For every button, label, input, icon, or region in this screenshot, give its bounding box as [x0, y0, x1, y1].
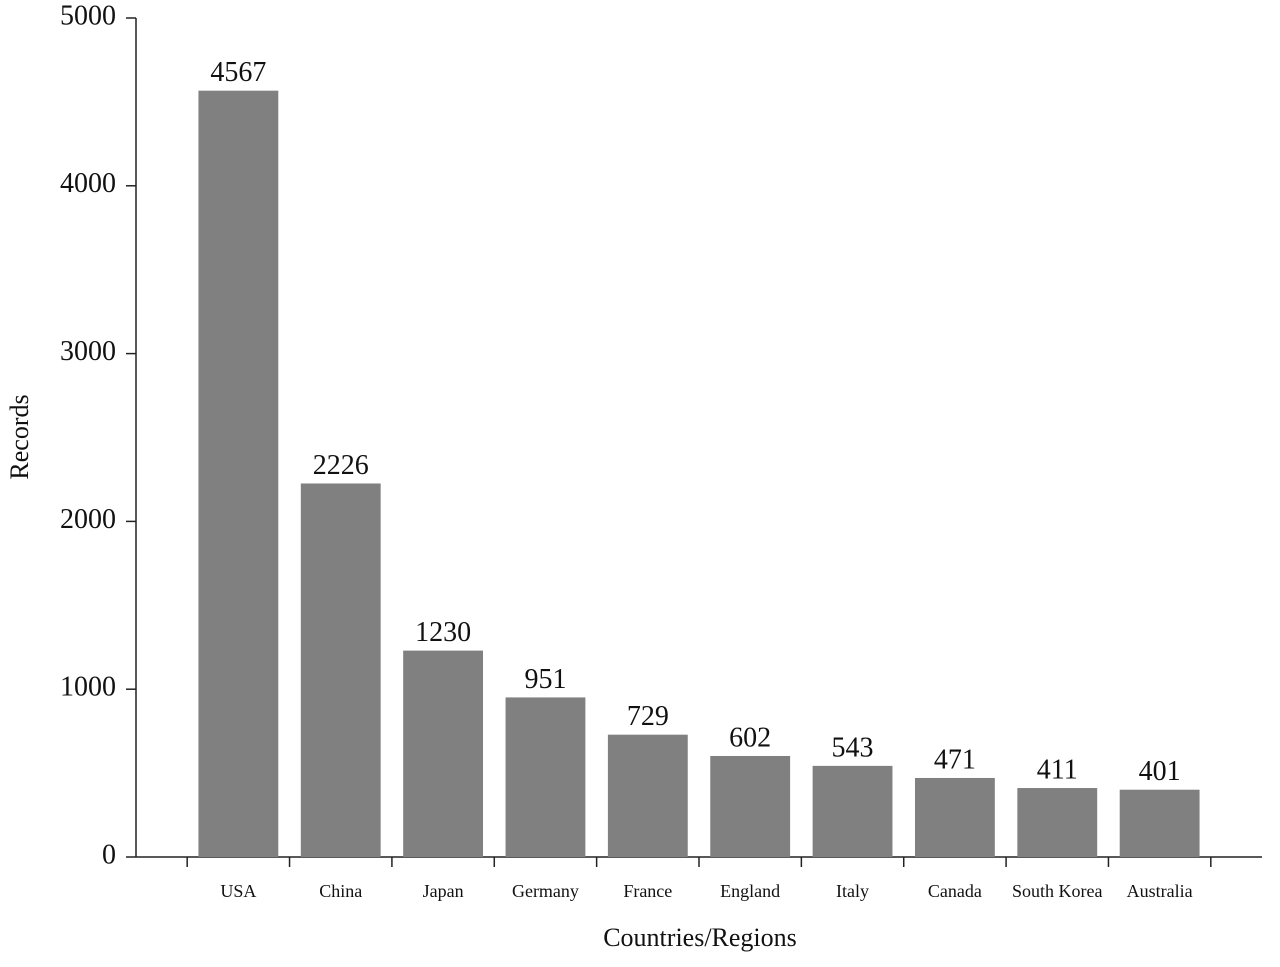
x-tick-label: USA [220, 881, 256, 901]
bar [710, 755, 791, 857]
value-label: 729 [627, 701, 669, 732]
value-label: 2226 [313, 450, 369, 481]
y-axis-title: Records [5, 394, 34, 479]
value-label: 1230 [415, 617, 471, 648]
y-tick-label: 1000 [60, 672, 116, 703]
bar [1119, 789, 1200, 857]
x-tick-label: China [319, 881, 362, 901]
bar [914, 777, 995, 857]
y-tick-label: 0 [102, 839, 116, 870]
value-label: 602 [729, 722, 771, 753]
value-label: 951 [524, 664, 566, 695]
value-label: 411 [1037, 754, 1078, 785]
x-tick-label: Italy [836, 881, 869, 901]
x-tick-label: South Korea [1012, 881, 1102, 901]
value-label: 543 [832, 732, 874, 763]
y-tick-label: 2000 [60, 504, 116, 535]
value-label: 401 [1139, 756, 1181, 787]
value-label: 471 [934, 744, 976, 775]
x-axis-title: Countries/Regions [603, 923, 797, 952]
x-tick-label: Japan [423, 881, 464, 901]
x-tick-label: Australia [1127, 881, 1193, 901]
bar [1017, 788, 1098, 857]
x-tick-label: France [623, 881, 672, 901]
x-tick-label: Canada [928, 881, 982, 901]
y-tick-label: 3000 [60, 336, 116, 367]
bar [812, 765, 893, 857]
bar [403, 650, 484, 857]
bar [607, 734, 688, 857]
x-tick-label: Germany [512, 881, 579, 901]
value-label: 4567 [210, 57, 266, 88]
y-tick-label: 5000 [60, 0, 116, 31]
bar [300, 483, 381, 857]
bar [505, 697, 586, 857]
x-tick-label: England [720, 881, 780, 901]
y-tick-label: 4000 [60, 168, 116, 199]
bar [198, 90, 279, 857]
